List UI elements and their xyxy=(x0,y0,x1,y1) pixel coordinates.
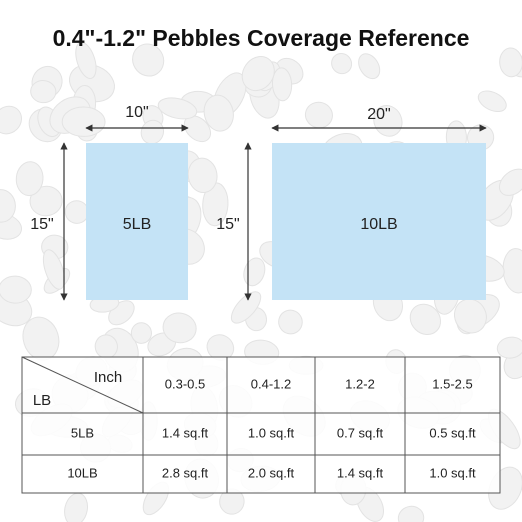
pebble xyxy=(230,291,262,324)
row-header: 5LB xyxy=(71,425,94,440)
pebble xyxy=(358,53,381,80)
column-header: 1.2-2 xyxy=(345,376,375,391)
box-height: 15" xyxy=(30,216,53,233)
table-cell: 2.8 sq.ft xyxy=(162,465,209,480)
pebble xyxy=(203,94,234,132)
column-header-title: Inch xyxy=(94,369,122,386)
box-width: 10" xyxy=(125,104,148,121)
coverage-table: Inch LB 0.3-0.5 0.4-1.2 1.2-2 1.5-2.5 5LB 1.4… xyxy=(21,356,501,494)
pebble xyxy=(132,43,165,77)
table-cell: 0.7 sq.ft xyxy=(337,425,384,440)
pebble xyxy=(75,41,97,79)
pebble xyxy=(331,52,353,75)
pebble xyxy=(499,47,522,78)
pebble xyxy=(130,322,152,344)
table-cell: 1.0 sq.ft xyxy=(429,465,476,480)
pebble xyxy=(241,56,275,92)
pebble xyxy=(278,309,303,335)
pebble xyxy=(271,67,293,102)
pebble xyxy=(0,189,16,223)
title: 0.4"-1.2" Pebbles Coverage Reference xyxy=(53,25,470,51)
table-cell: 1.4 sq.ft xyxy=(337,465,384,480)
column-header: 1.5-2.5 xyxy=(432,376,472,391)
row-header: 10LB xyxy=(67,465,97,480)
column-header: 0.4-1.2 xyxy=(251,376,291,391)
table-cell: 0.5 sq.ft xyxy=(429,425,476,440)
column-header: 0.3-0.5 xyxy=(165,376,205,391)
pebble xyxy=(15,161,44,197)
box-width: 20" xyxy=(367,106,390,123)
pebble xyxy=(397,505,425,522)
pebble xyxy=(61,106,106,137)
row-header-title: LB xyxy=(33,392,51,409)
pebble xyxy=(496,336,522,359)
pebble xyxy=(202,182,229,227)
pebble xyxy=(498,168,522,196)
pebble xyxy=(30,80,57,104)
coverage-box xyxy=(272,143,486,300)
coverage-box xyxy=(86,143,188,300)
pebble xyxy=(187,157,218,194)
table-cell: 1.0 sq.ft xyxy=(248,425,295,440)
table-cell: 1.4 sq.ft xyxy=(162,425,209,440)
pebble xyxy=(453,298,487,334)
table-frame xyxy=(21,356,501,494)
pebble xyxy=(0,275,32,304)
corner-diagonal xyxy=(21,356,144,414)
pebble xyxy=(409,303,442,336)
box-label: 10LB xyxy=(360,216,397,233)
pebble xyxy=(0,105,22,135)
pebble xyxy=(157,97,198,120)
box-label: 5LB xyxy=(123,216,151,233)
pebble xyxy=(477,90,507,113)
box-height: 15" xyxy=(216,216,239,233)
table-cell: 2.0 sq.ft xyxy=(248,465,295,480)
pebble xyxy=(162,312,197,344)
